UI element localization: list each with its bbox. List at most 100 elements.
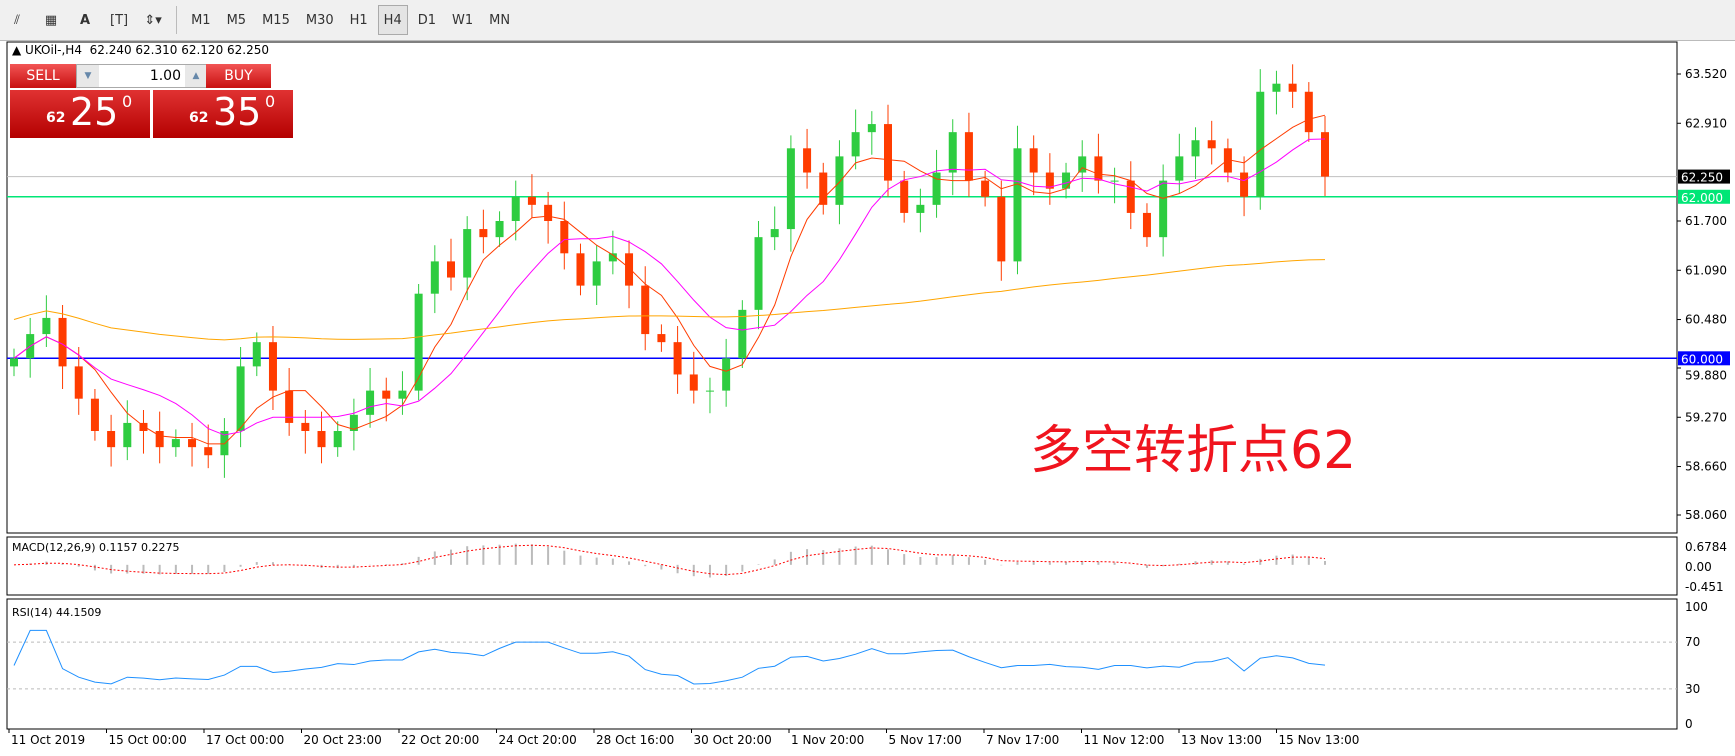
arrows-icon[interactable]: ⇕▾: [144, 12, 162, 28]
candle-body: [10, 358, 18, 367]
candle-body: [738, 309, 747, 359]
candle-body: [1191, 140, 1200, 157]
sell-price-point: 0: [122, 92, 133, 111]
candle-body: [252, 342, 261, 367]
sell-price-small: 62: [46, 110, 66, 126]
moving-average-fast: [13, 114, 1326, 445]
candle-body: [139, 422, 148, 431]
indicators-icon[interactable]: ⫽: [14, 12, 20, 28]
candle-body: [171, 439, 180, 448]
candle-body: [1013, 148, 1022, 262]
candle-body: [463, 229, 472, 278]
candle-body: [1288, 83, 1297, 92]
candle-body: [997, 196, 1006, 262]
time-tick-label: 7 Nov 17:00: [986, 733, 1059, 747]
volume-increase-button[interactable]: ▲: [185, 65, 207, 87]
candle-body: [236, 366, 245, 431]
candle-body: [511, 196, 520, 221]
text-icon[interactable]: A: [79, 12, 91, 28]
sell-button[interactable]: SELL: [10, 64, 76, 88]
candle-body: [964, 132, 973, 181]
time-tick-label: 15 Oct 00:00: [109, 733, 187, 747]
chart-area[interactable]: 63.520 62.910 61.700 61.090 60.480 59.880 59.2…: [0, 40, 1735, 752]
candle-body: [1207, 140, 1216, 149]
candle-body: [576, 253, 585, 286]
volume-field[interactable]: ▼ 1.00 ▲: [76, 64, 208, 88]
sell-price-button[interactable]: 62 25 0: [10, 90, 150, 138]
volume-input[interactable]: 1.00: [149, 68, 181, 84]
timeframe-m5[interactable]: M5: [226, 12, 247, 28]
candle-body: [657, 334, 666, 343]
candle-body: [592, 261, 601, 286]
candle-body: [754, 237, 763, 310]
macd-panel: [6, 536, 1678, 596]
timeframe-w1[interactable]: W1: [452, 12, 474, 28]
hline-label: 60.000: [1681, 352, 1723, 366]
candle-body: [1240, 172, 1249, 197]
timeframe-mn[interactable]: MN: [489, 12, 511, 28]
timeframe-d1[interactable]: D1: [417, 12, 436, 28]
candle-body: [447, 261, 455, 278]
candle-body: [414, 293, 423, 391]
timeframe-m1[interactable]: M1: [191, 12, 211, 28]
toolbar: ⫽ ▦ A [T] ⇕▾ M1 M5 M15 M30 H1 H4 D1 W1 MN: [0, 0, 1735, 41]
candle-body: [1272, 83, 1281, 92]
buy-button[interactable]: BUY: [206, 64, 271, 88]
hline-label-bg: [1678, 351, 1730, 366]
candle-body: [689, 374, 698, 391]
candle-body: [1256, 91, 1265, 197]
toolbar-divider: [176, 6, 178, 34]
time-tick-label: 28 Oct 16:00: [596, 733, 674, 747]
candle-body: [1045, 172, 1054, 189]
templates-icon[interactable]: ▦: [44, 12, 58, 28]
rsi-label: RSI(14) 44.1509: [12, 606, 101, 619]
time-tick-label: 15 Nov 13:00: [1279, 733, 1360, 747]
candle-body: [333, 431, 342, 448]
candle-body: [544, 204, 553, 221]
rsi-tick-label: 100: [1685, 600, 1708, 614]
candle-body: [74, 366, 83, 399]
candle-body: [1062, 172, 1071, 189]
candle-body: [1142, 212, 1151, 238]
candle-body: [1029, 148, 1038, 173]
price-tick-label: 59.270: [1685, 410, 1727, 424]
hline-label-bg: [1678, 189, 1730, 204]
candle-body: [204, 447, 213, 456]
text-label-icon[interactable]: [T]: [110, 12, 129, 28]
time-tick-label: 22 Oct 20:00: [401, 733, 479, 747]
candle-body: [900, 180, 909, 213]
rsi-tick-label: 0: [1685, 717, 1693, 731]
buy-price-button[interactable]: 62 35 0: [153, 90, 293, 138]
candle-body: [819, 172, 828, 205]
candle-body: [786, 148, 795, 230]
macd-tick-label: -0.451: [1685, 580, 1724, 594]
macd-tick-label: 0.6784: [1685, 540, 1727, 554]
candle-body: [560, 221, 569, 254]
candle-body: [948, 132, 957, 173]
price-tick-label: 63.520: [1685, 67, 1727, 81]
candle-body: [527, 196, 536, 205]
timeframe-h1[interactable]: H1: [349, 12, 368, 28]
candle-body: [608, 253, 617, 262]
candle-body: [1126, 180, 1135, 213]
time-tick-label: 20 Oct 23:00: [304, 733, 382, 747]
candle-body: [1078, 156, 1087, 173]
macd-signal-line: [13, 544, 1326, 576]
candle-body: [867, 124, 876, 133]
timeframe-m15[interactable]: M15: [262, 12, 290, 28]
one-click-trading-panel: SELL ▼ 1.00 ▲ BUY 62 25 0 62 35 0: [10, 64, 293, 141]
candle-body: [1304, 91, 1313, 133]
sell-price-big: 25: [70, 90, 119, 134]
candle-body: [317, 431, 326, 448]
candle-body: [932, 172, 941, 205]
candle-body: [673, 342, 682, 375]
timeframe-h4[interactable]: H4: [377, 5, 408, 35]
timeframe-bar: M1 M5 M15 M30 H1 H4 D1 W1 MN: [183, 5, 518, 35]
volume-decrease-button[interactable]: ▼: [77, 65, 99, 87]
candle-body: [430, 261, 439, 294]
chart-svg: 63.520 62.910 61.700 61.090 60.480 59.880 59.2…: [6, 41, 1730, 747]
candle-body: [107, 431, 116, 448]
price-tick-label: 61.700: [1685, 214, 1727, 228]
timeframe-m30[interactable]: M30: [305, 12, 334, 28]
candle-body: [495, 221, 504, 238]
